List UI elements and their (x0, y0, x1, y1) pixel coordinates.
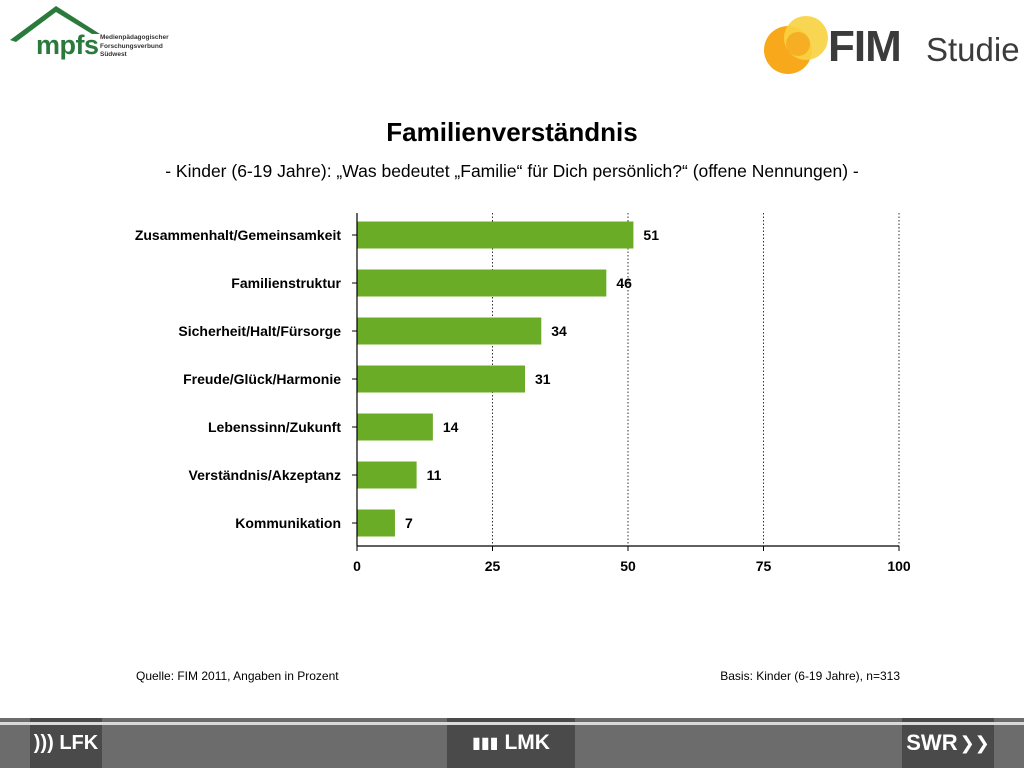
x-tick-label: 25 (485, 558, 501, 574)
x-tick-label: 0 (353, 558, 361, 574)
studie-wordmark: Studie (926, 31, 1020, 68)
value-label: 34 (551, 323, 567, 339)
bottom-bar: ))) LFK ▮▮▮ LMK SWR ❯❯ (0, 718, 1024, 768)
bottom-divider (0, 722, 1024, 725)
mpfs-wordmark: mpfs (36, 30, 99, 60)
x-tick-label: 100 (887, 558, 911, 574)
category-label: Verständnis/Akzeptanz (189, 467, 342, 483)
lmk-logo: ▮▮▮ LMK (447, 718, 575, 768)
source-note: Quelle: FIM 2011, Angaben in Prozent (136, 669, 339, 683)
bar (357, 461, 417, 489)
x-tick-label: 50 (620, 558, 636, 574)
value-label: 31 (535, 371, 551, 387)
value-label: 46 (616, 275, 632, 291)
category-label: Sicherheit/Halt/Fürsorge (178, 323, 341, 339)
swr-chevrons-icon: ❯❯ (959, 732, 990, 753)
mpfs-subtitle: Medienpädagogischer Forschungsverbund Sü… (100, 34, 169, 58)
bar (357, 413, 433, 441)
mpfs-logo: mpfs Medienpädagogischer Forschungsverbu… (8, 4, 178, 66)
bar (357, 365, 526, 393)
fim-sun-icon (764, 16, 828, 74)
value-label: 11 (427, 467, 442, 483)
value-label: 14 (443, 419, 459, 435)
category-label: Familienstruktur (231, 275, 341, 291)
bar-chart: Zusammenhalt/Gemeinsamkeit 51 Familienstru… (135, 213, 911, 574)
chart-subtitle: - Kinder (6-19 Jahre): „Was bedeutet „Fa… (165, 161, 859, 181)
category-label: Freude/Glück/Harmonie (183, 371, 341, 387)
category-label: Zusammenhalt/Gemeinsamkeit (135, 227, 342, 243)
x-tick-label: 75 (756, 558, 772, 574)
category-label: Kommunikation (235, 515, 341, 531)
bar (357, 269, 607, 297)
value-label: 51 (643, 227, 659, 243)
category-label: Lebenssinn/Zukunft (208, 419, 341, 435)
value-label: 7 (405, 515, 413, 531)
swr-label: SWR (906, 730, 958, 755)
bar (357, 221, 634, 249)
chart-title: Familienverständnis (386, 117, 638, 147)
fim-logo: FIM Studie (758, 8, 1020, 78)
fim-wordmark: FIM (828, 22, 902, 71)
lmk-label: LMK (504, 731, 550, 754)
bar (357, 317, 542, 345)
lmk-dots-icon: ▮▮▮ (472, 735, 499, 752)
bar (357, 509, 395, 537)
lfk-logo: ))) LFK (30, 718, 102, 768)
swr-logo: SWR ❯❯ (902, 718, 994, 768)
mpfs-roof-icon (10, 6, 100, 42)
basis-note: Basis: Kinder (6-19 Jahre), n=313 (720, 669, 900, 683)
